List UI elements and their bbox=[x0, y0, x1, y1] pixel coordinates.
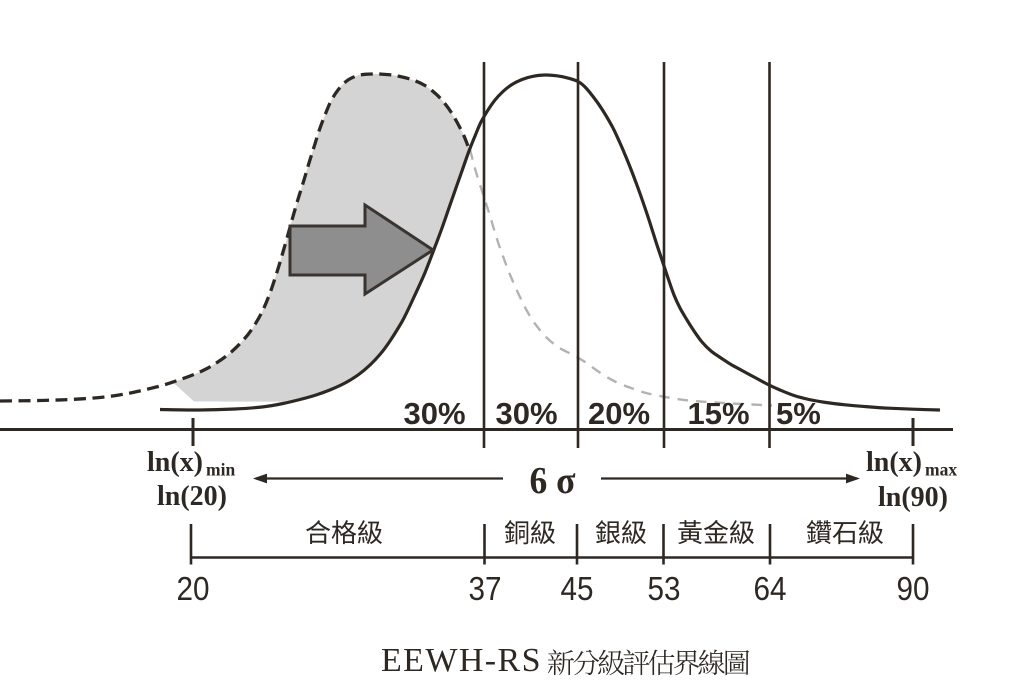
svg-text:53: 53 bbox=[648, 570, 681, 607]
svg-text:30%: 30% bbox=[403, 396, 465, 431]
svg-text:30%: 30% bbox=[495, 396, 557, 431]
svg-text:20: 20 bbox=[177, 570, 210, 607]
svg-text:45: 45 bbox=[561, 570, 594, 607]
svg-text:6 σ: 6 σ bbox=[530, 460, 576, 502]
svg-text:ln(20): ln(20) bbox=[157, 481, 227, 512]
svg-text:max: max bbox=[925, 460, 957, 480]
svg-text:64: 64 bbox=[754, 570, 787, 607]
svg-text:EEWH-RS: EEWH-RS bbox=[381, 642, 542, 679]
svg-text:15%: 15% bbox=[687, 396, 749, 431]
svg-text:5%: 5% bbox=[776, 396, 821, 431]
svg-text:ln(90): ln(90) bbox=[878, 482, 948, 513]
svg-text:min: min bbox=[206, 460, 235, 480]
svg-text:ln(x): ln(x) bbox=[147, 447, 203, 478]
svg-text:90: 90 bbox=[897, 570, 930, 607]
svg-text:20%: 20% bbox=[588, 396, 650, 431]
svg-text:37: 37 bbox=[469, 570, 502, 607]
svg-text:ln(x): ln(x) bbox=[866, 447, 922, 478]
